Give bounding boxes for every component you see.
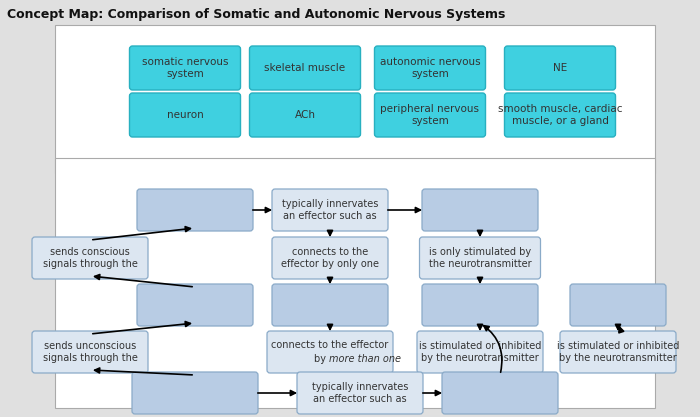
FancyBboxPatch shape — [272, 237, 388, 279]
FancyBboxPatch shape — [374, 46, 486, 90]
FancyBboxPatch shape — [55, 25, 655, 173]
FancyBboxPatch shape — [560, 331, 676, 373]
FancyBboxPatch shape — [137, 284, 253, 326]
FancyBboxPatch shape — [130, 46, 241, 90]
FancyBboxPatch shape — [417, 331, 543, 373]
FancyBboxPatch shape — [505, 46, 615, 90]
FancyBboxPatch shape — [422, 284, 538, 326]
Text: skeletal muscle: skeletal muscle — [265, 63, 346, 73]
FancyBboxPatch shape — [505, 93, 615, 137]
Text: somatic nervous
system: somatic nervous system — [141, 57, 228, 79]
FancyBboxPatch shape — [272, 189, 388, 231]
FancyBboxPatch shape — [249, 46, 360, 90]
FancyBboxPatch shape — [419, 237, 540, 279]
FancyBboxPatch shape — [570, 284, 666, 326]
Text: autonomic nervous
system: autonomic nervous system — [379, 57, 480, 79]
Text: is only stimulated by
the neurotransmitter: is only stimulated by the neurotransmitt… — [428, 247, 531, 269]
Text: more than one: more than one — [329, 354, 401, 364]
Text: typically innervates
an effector such as: typically innervates an effector such as — [282, 199, 378, 221]
Text: by: by — [314, 354, 329, 364]
FancyBboxPatch shape — [32, 237, 148, 279]
Text: is stimulated or inhibited
by the neurotransmitter: is stimulated or inhibited by the neurot… — [419, 341, 541, 363]
Text: is stimulated or inhibited
by the neurotransmitter: is stimulated or inhibited by the neurot… — [556, 341, 679, 363]
Text: neuron: neuron — [167, 110, 204, 120]
Text: Concept Map: Comparison of Somatic and Autonomic Nervous Systems: Concept Map: Comparison of Somatic and A… — [7, 8, 505, 21]
Text: connects to the
effector by only one: connects to the effector by only one — [281, 247, 379, 269]
FancyBboxPatch shape — [249, 93, 360, 137]
Text: sends unconscious
signals through the: sends unconscious signals through the — [43, 341, 137, 363]
FancyBboxPatch shape — [442, 372, 558, 414]
Text: sends conscious
signals through the: sends conscious signals through the — [43, 247, 137, 269]
FancyBboxPatch shape — [130, 93, 241, 137]
FancyBboxPatch shape — [374, 93, 486, 137]
FancyBboxPatch shape — [272, 284, 388, 326]
Text: peripheral nervous
system: peripheral nervous system — [381, 104, 480, 126]
FancyBboxPatch shape — [422, 189, 538, 231]
FancyBboxPatch shape — [32, 331, 148, 373]
Text: NE: NE — [553, 63, 567, 73]
Text: ACh: ACh — [295, 110, 316, 120]
Text: connects to the effector: connects to the effector — [272, 340, 389, 350]
FancyBboxPatch shape — [132, 372, 258, 414]
Text: smooth muscle, cardiac
muscle, or a gland: smooth muscle, cardiac muscle, or a glan… — [498, 104, 622, 126]
FancyBboxPatch shape — [55, 158, 655, 408]
Text: typically innervates
an effector such as: typically innervates an effector such as — [312, 382, 408, 404]
FancyBboxPatch shape — [137, 189, 253, 231]
FancyBboxPatch shape — [267, 331, 393, 373]
FancyBboxPatch shape — [297, 372, 423, 414]
